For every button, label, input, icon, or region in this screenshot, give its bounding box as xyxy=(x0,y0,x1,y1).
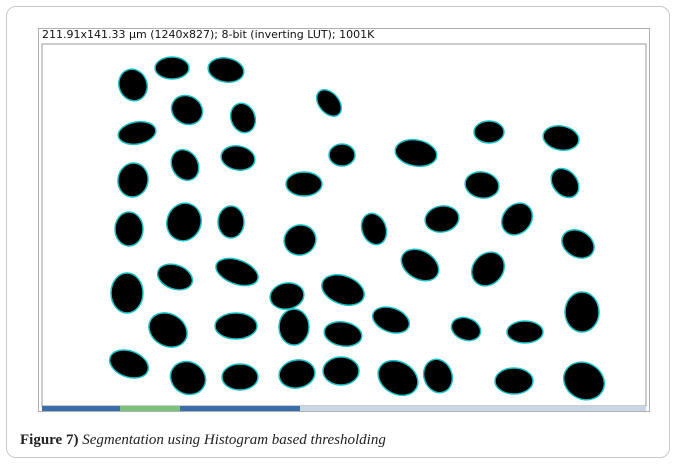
segmented-region xyxy=(419,355,457,397)
segmented-region xyxy=(495,368,533,394)
segmented-region xyxy=(465,246,511,293)
segmented-region xyxy=(463,169,501,201)
segmented-region xyxy=(396,243,445,287)
segmented-region xyxy=(393,137,439,170)
segmented-region xyxy=(218,206,244,238)
segmented-region xyxy=(215,313,257,339)
segmented-region xyxy=(448,314,484,345)
segmented-region xyxy=(154,260,196,295)
segmented-region xyxy=(423,203,461,235)
segmented-region xyxy=(212,253,262,291)
segmented-region xyxy=(115,212,143,246)
segmented-region xyxy=(114,65,151,105)
segmented-region xyxy=(115,161,150,200)
segmented-region xyxy=(116,119,157,147)
segmented-region xyxy=(557,224,599,264)
segmented-region xyxy=(565,292,599,332)
segmented-region xyxy=(227,100,260,136)
caption-text: Segmentation using Histogram based thres… xyxy=(82,432,386,448)
segmented-region xyxy=(268,280,306,312)
segmented-region xyxy=(507,321,543,343)
segmented-region xyxy=(541,123,581,153)
segmented-region xyxy=(357,210,390,248)
segmented-region xyxy=(557,355,611,407)
segmented-region xyxy=(162,198,207,245)
segmented-region xyxy=(280,220,320,259)
caption: Figure 7) Segmentation using Histogram b… xyxy=(20,432,386,449)
status-strip xyxy=(120,406,180,411)
segmented-region xyxy=(219,143,257,173)
segmented-region xyxy=(495,197,538,241)
segmented-region xyxy=(164,355,211,401)
segmented-region xyxy=(323,357,359,385)
segmented-region xyxy=(546,163,585,203)
segmented-region xyxy=(372,354,424,403)
segmented-region xyxy=(155,57,189,79)
segmented-region xyxy=(322,319,364,349)
caption-label: Figure 7) xyxy=(20,432,78,448)
segmented-region xyxy=(277,357,317,391)
segmented-region xyxy=(312,85,347,121)
page: 211.91x141.33 µm (1240x827); 8-bit (inve… xyxy=(0,0,678,465)
segmented-region xyxy=(369,302,413,338)
segmented-region xyxy=(286,172,322,196)
segmented-region xyxy=(318,269,369,310)
segmented-image xyxy=(0,0,678,465)
segmented-region xyxy=(111,273,143,313)
segmented-region xyxy=(166,90,208,130)
segmented-region xyxy=(143,306,194,354)
segmented-region xyxy=(166,145,205,186)
segmented-region xyxy=(206,55,246,85)
status-strip xyxy=(300,406,646,411)
segmented-region xyxy=(279,309,309,345)
segmented-region xyxy=(329,144,355,166)
segmented-region xyxy=(474,121,504,143)
segmented-region xyxy=(106,345,152,383)
segmented-region xyxy=(222,364,258,390)
